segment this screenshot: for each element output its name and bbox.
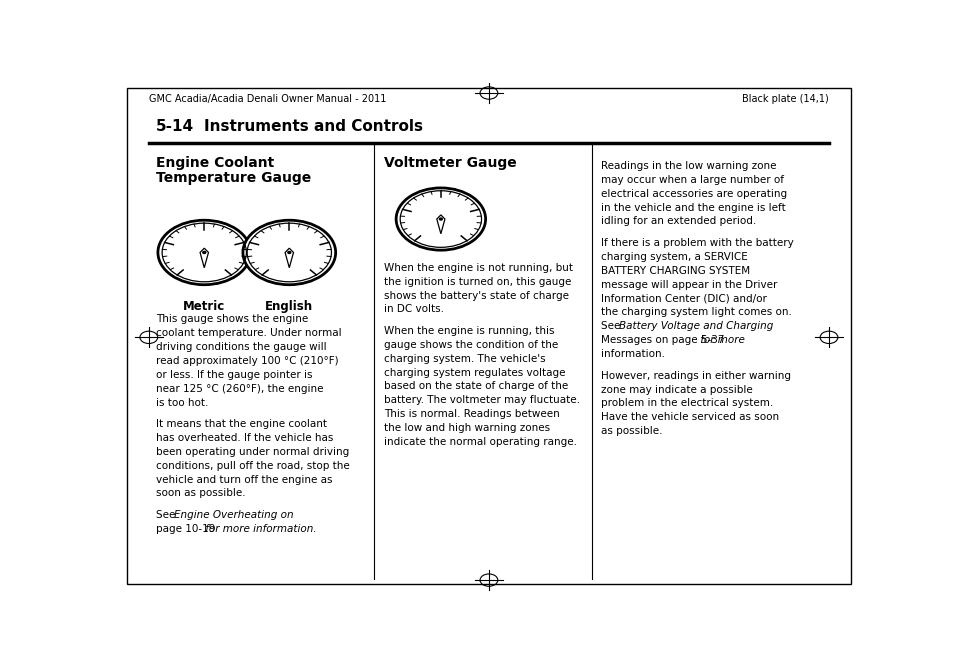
Text: GMC Acadia/Acadia Denali Owner Manual - 2011: GMC Acadia/Acadia Denali Owner Manual - …	[149, 94, 386, 104]
Text: battery. The voltmeter may fluctuate.: battery. The voltmeter may fluctuate.	[383, 395, 579, 405]
Text: Metric: Metric	[183, 300, 225, 313]
Text: 15: 15	[448, 188, 456, 194]
Text: near 125 °C (260°F), the engine: near 125 °C (260°F), the engine	[156, 383, 323, 393]
Text: based on the state of charge of the: based on the state of charge of the	[383, 381, 568, 391]
Circle shape	[203, 251, 206, 253]
Text: When the engine is running, this: When the engine is running, this	[383, 326, 554, 336]
Text: See: See	[600, 321, 623, 331]
Text: charging system, a SERVICE: charging system, a SERVICE	[600, 252, 747, 262]
Circle shape	[243, 220, 335, 285]
Text: indicate the normal operating range.: indicate the normal operating range.	[383, 437, 577, 447]
Text: Messages on page 5-37: Messages on page 5-37	[600, 335, 724, 345]
Text: 160: 160	[281, 275, 294, 281]
Text: charging system. The vehicle's: charging system. The vehicle's	[383, 354, 545, 363]
Text: Black plate (14,1): Black plate (14,1)	[741, 94, 828, 104]
Text: See: See	[156, 510, 178, 520]
Text: This is normal. Readings between: This is normal. Readings between	[383, 409, 559, 420]
Text: for more: for more	[697, 335, 744, 345]
Text: English: English	[265, 300, 313, 313]
Text: may occur when a large number of: may occur when a large number of	[600, 175, 783, 185]
Text: 125: 125	[211, 220, 224, 226]
Text: 5-14: 5-14	[156, 119, 194, 134]
Text: It means that the engine coolant: It means that the engine coolant	[156, 419, 327, 429]
Text: idling for an extended period.: idling for an extended period.	[600, 216, 756, 226]
Text: the charging system light comes on.: the charging system light comes on.	[600, 307, 791, 317]
Text: problem in the electrical system.: problem in the electrical system.	[600, 398, 773, 408]
Text: page 10-19: page 10-19	[156, 524, 215, 534]
Text: Have the vehicle serviced as soon: Have the vehicle serviced as soon	[600, 412, 779, 422]
Text: as possible.: as possible.	[600, 426, 662, 436]
Text: for more information.: for more information.	[202, 524, 316, 534]
Text: read approximately 100 °C (210°F): read approximately 100 °C (210°F)	[156, 356, 338, 366]
Text: Battery Voltage and Charging: Battery Voltage and Charging	[618, 321, 772, 331]
Text: electrical accessories are operating: electrical accessories are operating	[600, 188, 786, 198]
Text: soon as possible.: soon as possible.	[156, 488, 246, 498]
Text: Voltmeter Gauge: Voltmeter Gauge	[383, 156, 517, 170]
Text: BATTERY CHARGING SYSTEM: BATTERY CHARGING SYSTEM	[600, 266, 750, 276]
Text: in the vehicle and the engine is left: in the vehicle and the engine is left	[600, 202, 785, 212]
Text: in DC volts.: in DC volts.	[383, 305, 443, 315]
Text: coolant temperature. Under normal: coolant temperature. Under normal	[156, 328, 341, 338]
Text: been operating under normal driving: been operating under normal driving	[156, 447, 349, 457]
Text: Information Center (DIC) and/or: Information Center (DIC) and/or	[600, 293, 766, 303]
Text: 260: 260	[293, 220, 306, 226]
Text: 75: 75	[199, 275, 208, 281]
Text: When the engine is not running, but: When the engine is not running, but	[383, 263, 573, 273]
Text: zone may indicate a possible: zone may indicate a possible	[600, 385, 752, 395]
Text: conditions, pull off the road, stop the: conditions, pull off the road, stop the	[156, 461, 350, 471]
Text: Engine Coolant: Engine Coolant	[156, 156, 274, 170]
Circle shape	[158, 220, 251, 285]
Text: information.: information.	[600, 349, 664, 359]
Text: message will appear in the Driver: message will appear in the Driver	[600, 280, 777, 290]
Text: This gauge shows the engine: This gauge shows the engine	[156, 314, 308, 324]
Text: charging system regulates voltage: charging system regulates voltage	[383, 367, 565, 377]
Text: the low and high warning zones: the low and high warning zones	[383, 423, 550, 433]
Text: Instruments and Controls: Instruments and Controls	[204, 119, 423, 134]
Text: driving conditions the gauge will: driving conditions the gauge will	[156, 342, 327, 352]
Text: However, readings in either warning: However, readings in either warning	[600, 371, 790, 381]
Text: is too hot.: is too hot.	[156, 397, 209, 407]
Text: Readings in the low warning zone: Readings in the low warning zone	[600, 161, 776, 171]
Text: 100: 100	[160, 248, 173, 254]
Text: vehicle and turn off the engine as: vehicle and turn off the engine as	[156, 474, 333, 484]
Text: Temperature Gauge: Temperature Gauge	[156, 171, 311, 184]
Text: the ignition is turned on, this gauge: the ignition is turned on, this gauge	[383, 277, 571, 287]
Text: 13: 13	[474, 213, 483, 219]
Text: Engine Overheating on: Engine Overheating on	[173, 510, 294, 520]
Text: gauge shows the condition of the: gauge shows the condition of the	[383, 340, 558, 350]
Circle shape	[395, 188, 485, 250]
Text: or less. If the gauge pointer is: or less. If the gauge pointer is	[156, 370, 313, 379]
Text: shows the battery's state of charge: shows the battery's state of charge	[383, 291, 568, 301]
Circle shape	[439, 218, 442, 220]
Text: has overheated. If the vehicle has: has overheated. If the vehicle has	[156, 433, 334, 443]
Circle shape	[288, 251, 291, 253]
Text: If there is a problem with the battery: If there is a problem with the battery	[600, 238, 793, 248]
Text: 210: 210	[245, 248, 258, 254]
